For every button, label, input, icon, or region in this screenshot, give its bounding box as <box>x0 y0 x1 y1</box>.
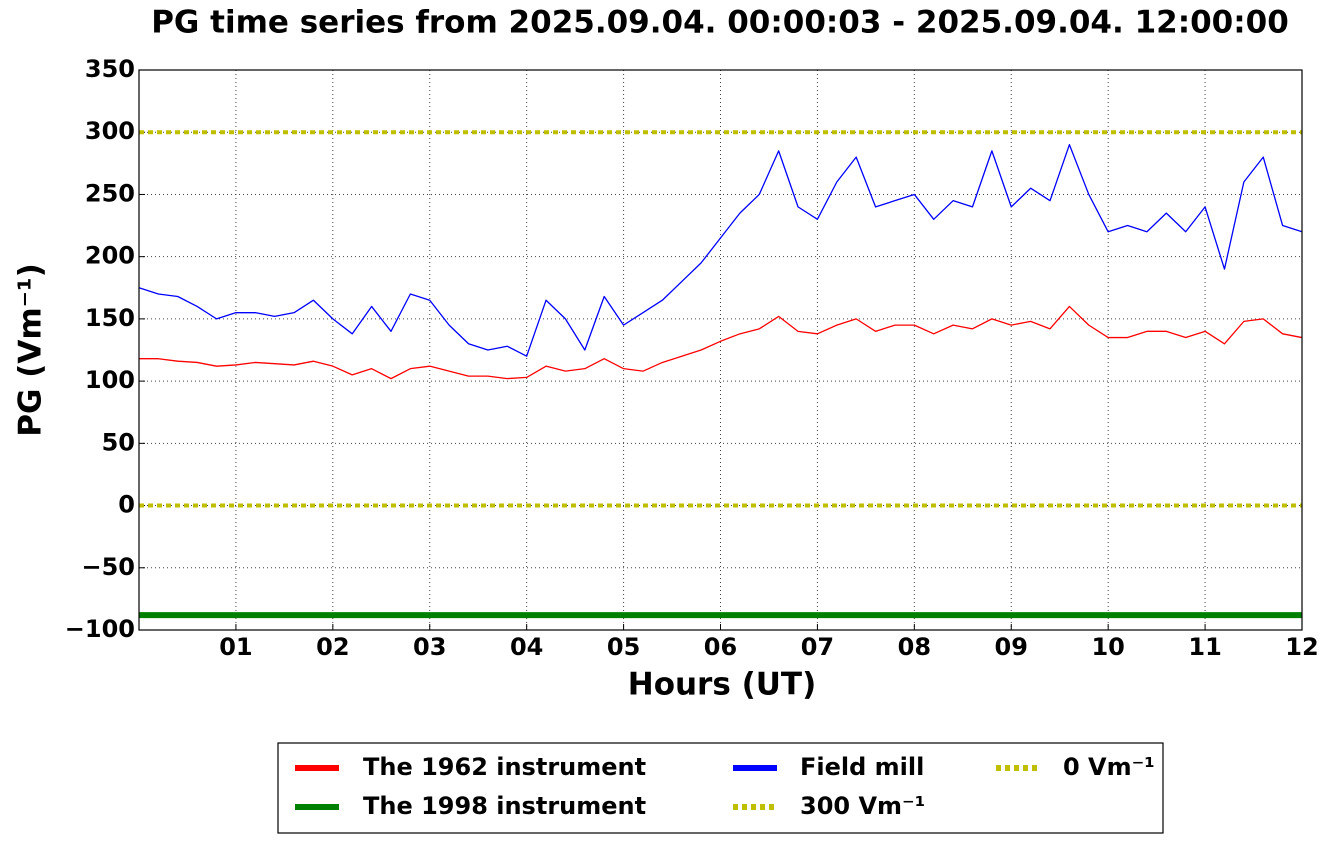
legend-label: Field mill <box>800 753 924 781</box>
x-tick-label: 04 <box>510 633 543 661</box>
chart-title: PG time series from 2025.09.04. 00:00:03… <box>151 5 1289 41</box>
y-tick-label: 50 <box>102 428 135 456</box>
x-tick-label: 05 <box>607 633 640 661</box>
legend-label: The 1962 instrument <box>363 753 646 781</box>
y-tick-label: 100 <box>85 366 135 394</box>
x-tick-label: 11 <box>1188 633 1221 661</box>
x-tick-label: 03 <box>413 633 446 661</box>
y-tick-label: 250 <box>85 179 135 207</box>
x-tick-label: 12 <box>1285 633 1318 661</box>
x-tick-label: 06 <box>704 633 737 661</box>
x-tick-label: 09 <box>995 633 1028 661</box>
x-tick-label: 07 <box>801 633 834 661</box>
legend-label: 300 Vm⁻¹ <box>800 792 925 820</box>
y-tick-label: 350 <box>85 55 135 83</box>
legend-box <box>277 742 1164 834</box>
y-tick-label: −50 <box>81 553 135 581</box>
y-tick-label: 150 <box>85 304 135 332</box>
y-tick-label: −100 <box>65 615 135 643</box>
x-tick-label: 08 <box>898 633 931 661</box>
series-line <box>138 144 1303 357</box>
x-tick-label: 02 <box>316 633 349 661</box>
series-line <box>139 305 1303 380</box>
legend-label: 0 Vm⁻¹ <box>1063 753 1155 781</box>
y-axis-label: PG (Vm⁻¹) <box>13 263 49 437</box>
x-axis-label: Hours (UT) <box>628 667 817 703</box>
x-tick-label: 01 <box>219 633 252 661</box>
y-tick-label: 300 <box>85 117 135 145</box>
legend-label: The 1998 instrument <box>363 792 646 820</box>
y-tick-label: 200 <box>85 242 135 270</box>
x-tick-label: 10 <box>1091 633 1124 661</box>
plot-frame <box>138 69 1303 631</box>
y-tick-label: 0 <box>118 491 135 519</box>
